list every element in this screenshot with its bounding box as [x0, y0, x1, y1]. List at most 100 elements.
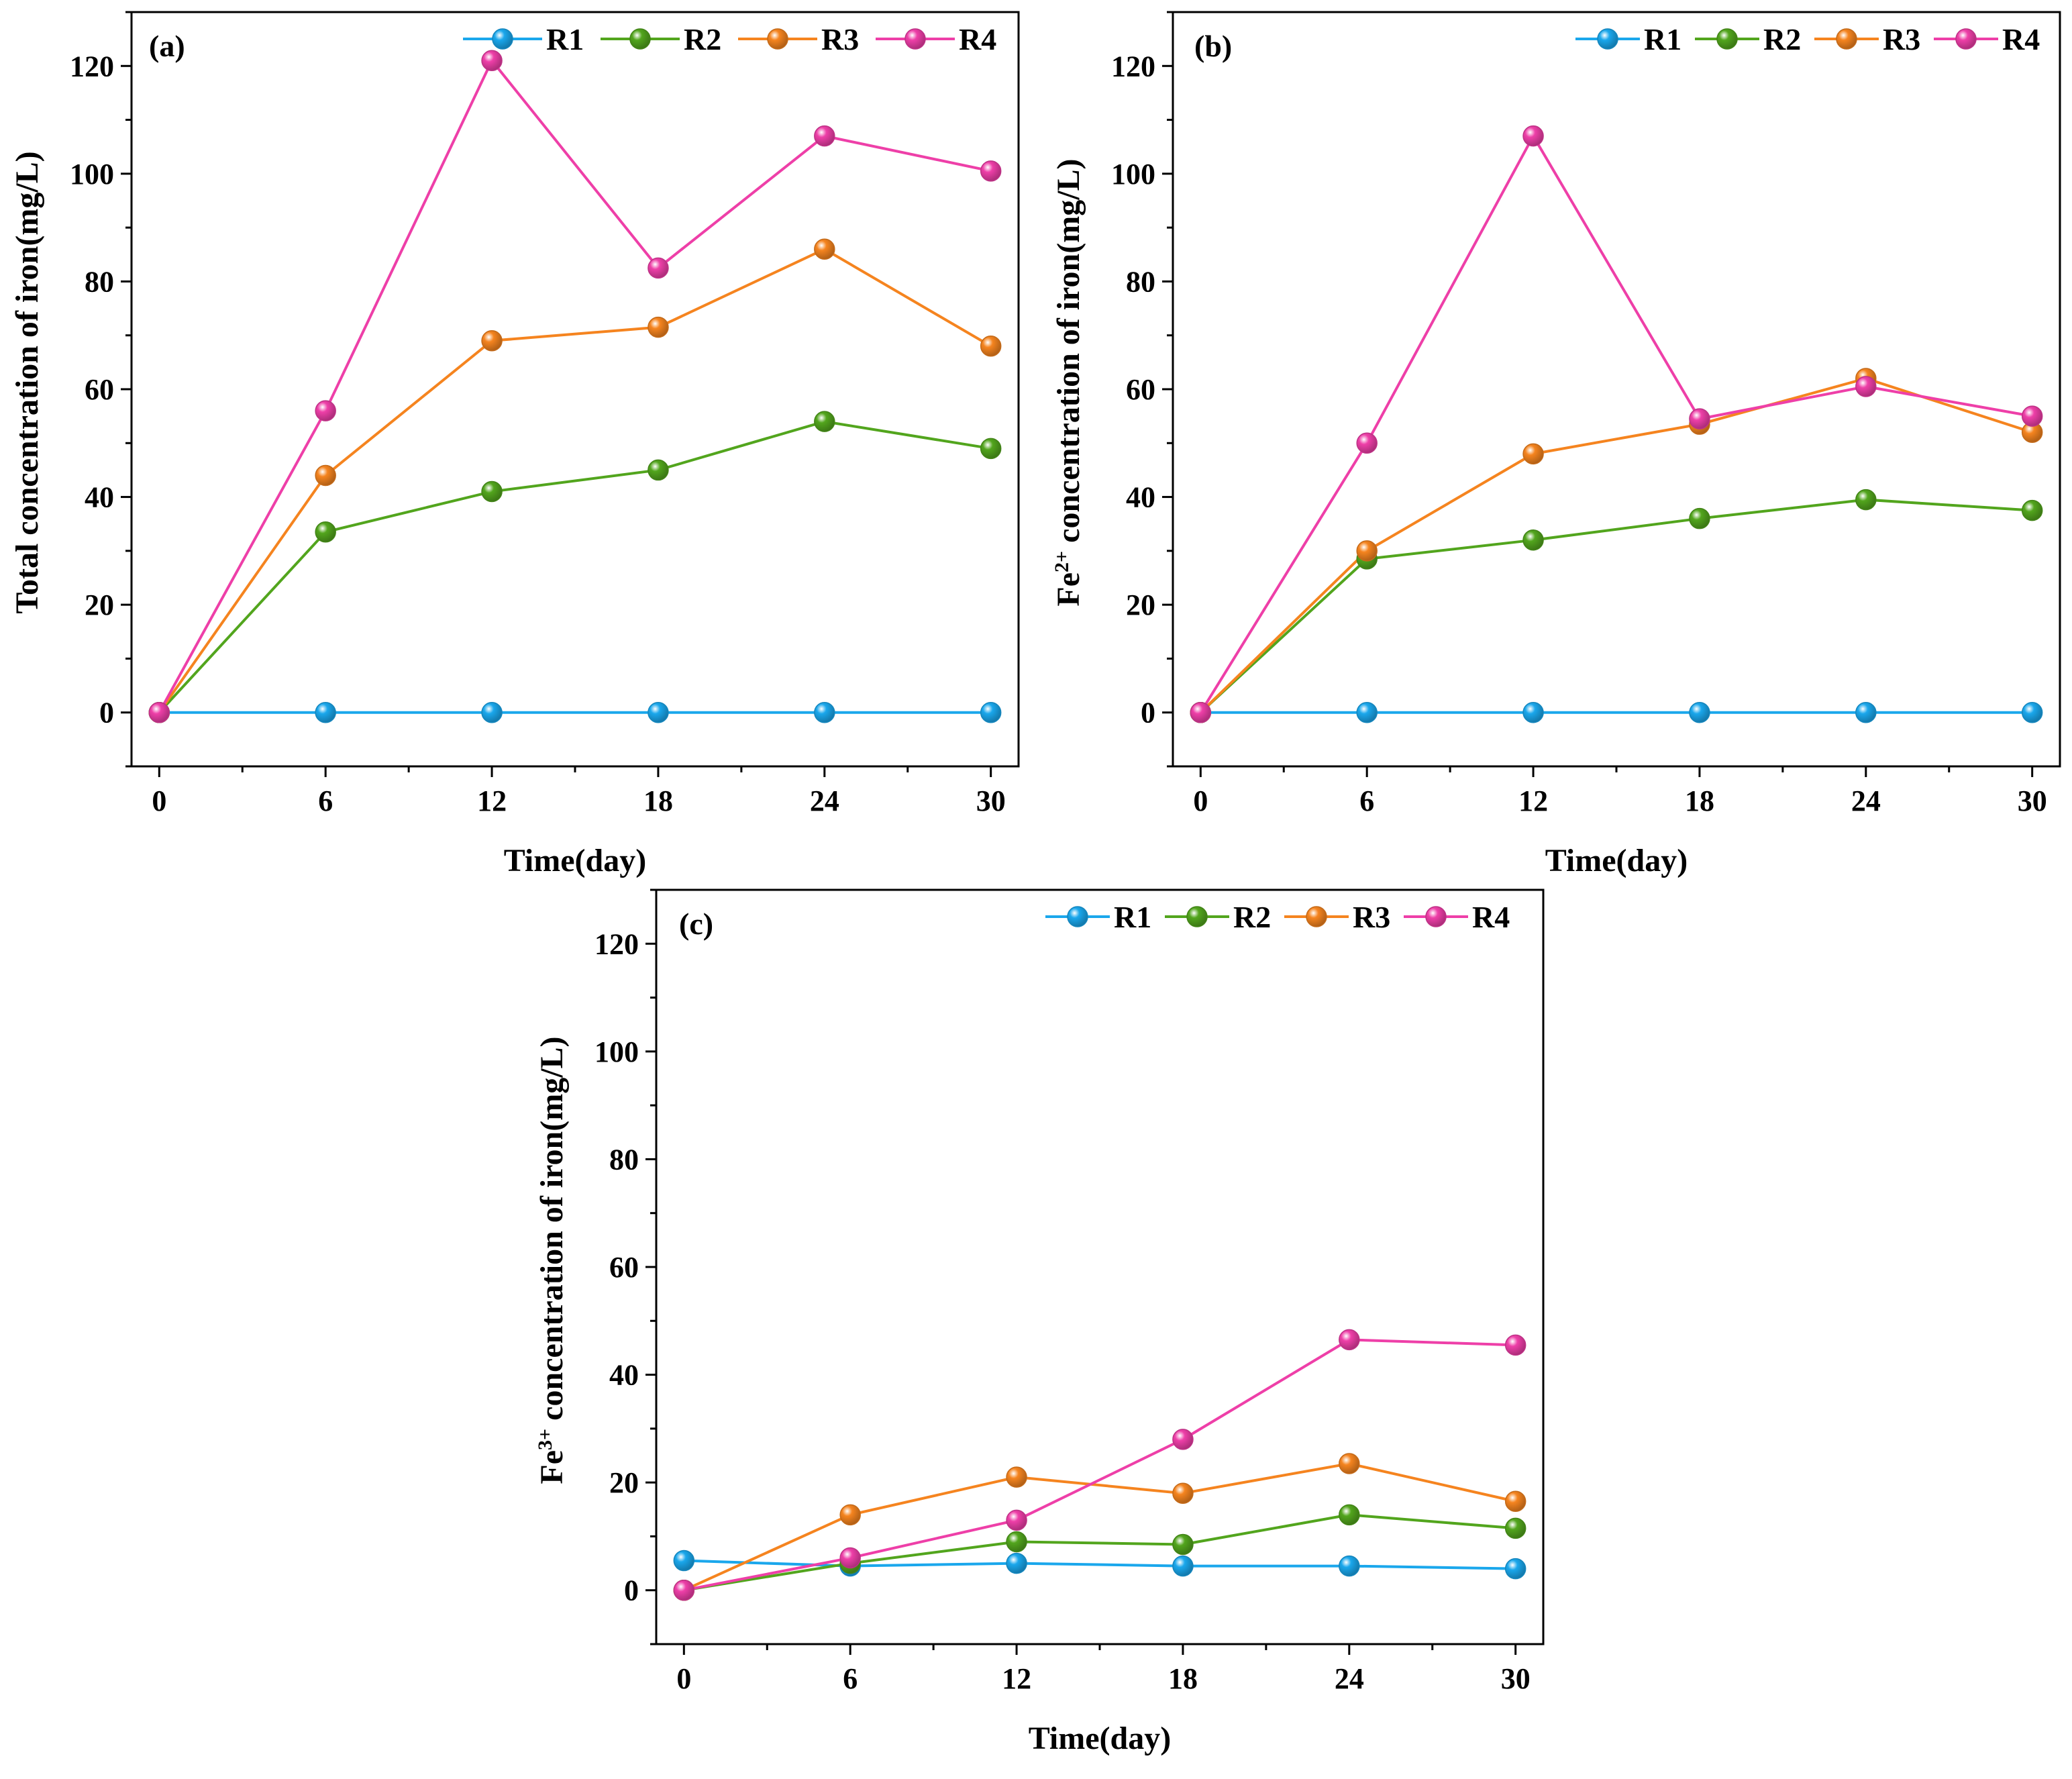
data-point-r3 [481, 329, 503, 352]
data-point-r2 [1855, 489, 1877, 511]
x-tick-label: 6 [1359, 784, 1374, 817]
y-tick-label: 0 [99, 697, 114, 729]
y-tick-label: 40 [609, 1359, 639, 1392]
y-tick-label: 60 [1126, 373, 1155, 406]
y-tick-label: 0 [624, 1574, 639, 1607]
y-title-suffix: concentration of iron(mg/L) [1051, 158, 1086, 550]
legend: R1 R2 R3 R4 [1575, 22, 2040, 56]
y-tick-label: 40 [85, 481, 114, 514]
legend-label-r2: R2 [1233, 900, 1271, 934]
x-axis-title: Time(day) [1029, 1721, 1171, 1756]
series-markers [148, 50, 1002, 723]
x-tick-label: 0 [676, 1662, 691, 1695]
y-tick-label: 60 [609, 1251, 639, 1284]
data-point-r2 [814, 411, 835, 432]
data-point-r3 [980, 336, 1002, 357]
data-point-r1 [1172, 1555, 1194, 1577]
x-tick-label: 0 [1193, 784, 1208, 817]
x-tick-label: 30 [1501, 1662, 1531, 1695]
y-axis-title: Fe2+ concentration of iron(mg/L) [1051, 158, 1087, 606]
data-point-r1 [1339, 1555, 1360, 1577]
y-title-suffix: concentration of iron(mg/L) [534, 1036, 570, 1428]
data-point-r3 [1356, 540, 1378, 562]
y-title-prefix: Fe [1051, 572, 1086, 607]
legend-label-r4: R4 [2002, 22, 2040, 56]
legend-marker-r3 [1836, 28, 1857, 50]
data-point-r1 [980, 701, 1002, 723]
y-tick-label: 20 [85, 589, 114, 621]
data-point-r1 [1689, 701, 1710, 723]
data-point-r3 [1339, 1453, 1360, 1474]
y-title-superscript: 3+ [534, 1429, 556, 1450]
data-point-r4 [1006, 1509, 1027, 1531]
data-point-r4 [1855, 376, 1877, 397]
data-point-r1 [1855, 701, 1877, 723]
axis-ticks [645, 888, 1517, 1655]
legend-marker-r4 [904, 28, 926, 50]
data-point-r2 [1006, 1531, 1027, 1553]
series-line-r2 [1199, 498, 2032, 714]
x-tick-label: 12 [1518, 784, 1548, 817]
legend-label-r2: R2 [1763, 22, 1801, 56]
data-point-r1 [1356, 701, 1378, 723]
legend-label-r3: R3 [821, 22, 859, 56]
data-point-r4 [1339, 1329, 1360, 1351]
y-axis-title: Fe3+ concentration of iron(mg/L) [534, 1036, 570, 1484]
y-tick-label: 120 [70, 50, 114, 83]
series-line-r4 [158, 58, 992, 713]
data-point-r4 [814, 125, 835, 147]
x-axis-title: Time(day) [1545, 843, 1688, 878]
data-point-r4 [1190, 701, 1212, 723]
x-tick-label: 6 [318, 784, 333, 817]
legend-marker-r1 [492, 28, 513, 50]
series-line-r4 [1199, 133, 2033, 713]
data-point-r2 [1522, 529, 1544, 551]
legend-label-r1: R1 [1114, 900, 1151, 934]
series-line-r1 [684, 1559, 1516, 1570]
panel-label: (c) [679, 907, 713, 941]
series-line-r3 [683, 1462, 1516, 1592]
data-point-r1 [1504, 1558, 1526, 1580]
legend-marker-r4 [1425, 906, 1447, 927]
legend: R1 R2 R3 R4 [1045, 900, 1510, 934]
data-point-r2 [980, 438, 1002, 460]
y-title-prefix: Fe [534, 1450, 570, 1484]
data-point-r4 [1172, 1429, 1194, 1450]
data-point-r4 [980, 160, 1002, 182]
data-point-r1 [2021, 701, 2043, 723]
y-tick-label: 100 [594, 1035, 639, 1068]
legend-marker-r3 [1306, 906, 1327, 927]
series-lines [1199, 133, 2033, 714]
x-tick-label: 6 [843, 1662, 858, 1695]
y-tick-label: 100 [1111, 158, 1155, 191]
legend-marker-r2 [629, 28, 651, 50]
y-tick-label: 40 [1126, 481, 1155, 514]
data-point-r3 [814, 238, 835, 260]
data-point-r1 [648, 701, 669, 723]
x-tick-label: 24 [1851, 784, 1881, 817]
legend-label-r4: R4 [959, 22, 996, 56]
series-line-r3 [1199, 376, 2033, 714]
x-tick-label: 12 [1002, 1662, 1031, 1695]
tick-labels: 0 6 12 18 24 30 0 20 40 60 80 100 120 [1111, 50, 2047, 817]
axis-ticks [1162, 11, 2034, 777]
x-tick-label: 30 [976, 784, 1006, 817]
legend-label-r1: R1 [1644, 22, 1681, 56]
series-markers [1190, 125, 2043, 723]
tick-labels: 0 6 12 18 24 30 0 20 40 60 80 100 120 [594, 927, 1531, 1695]
x-tick-label: 18 [1168, 1662, 1198, 1695]
data-point-r4 [481, 50, 503, 72]
panel-label: (a) [149, 29, 185, 63]
data-point-r3 [839, 1504, 861, 1526]
legend-marker-r2 [1186, 906, 1208, 927]
y-tick-label: 120 [1111, 50, 1155, 83]
legend-label-r2: R2 [684, 22, 721, 56]
x-tick-label: 0 [152, 784, 166, 817]
legend-label-r3: R3 [1883, 22, 1920, 56]
data-point-r4 [1522, 125, 1544, 147]
legend-marker-r1 [1597, 28, 1618, 50]
panel-label: (b) [1194, 29, 1232, 63]
